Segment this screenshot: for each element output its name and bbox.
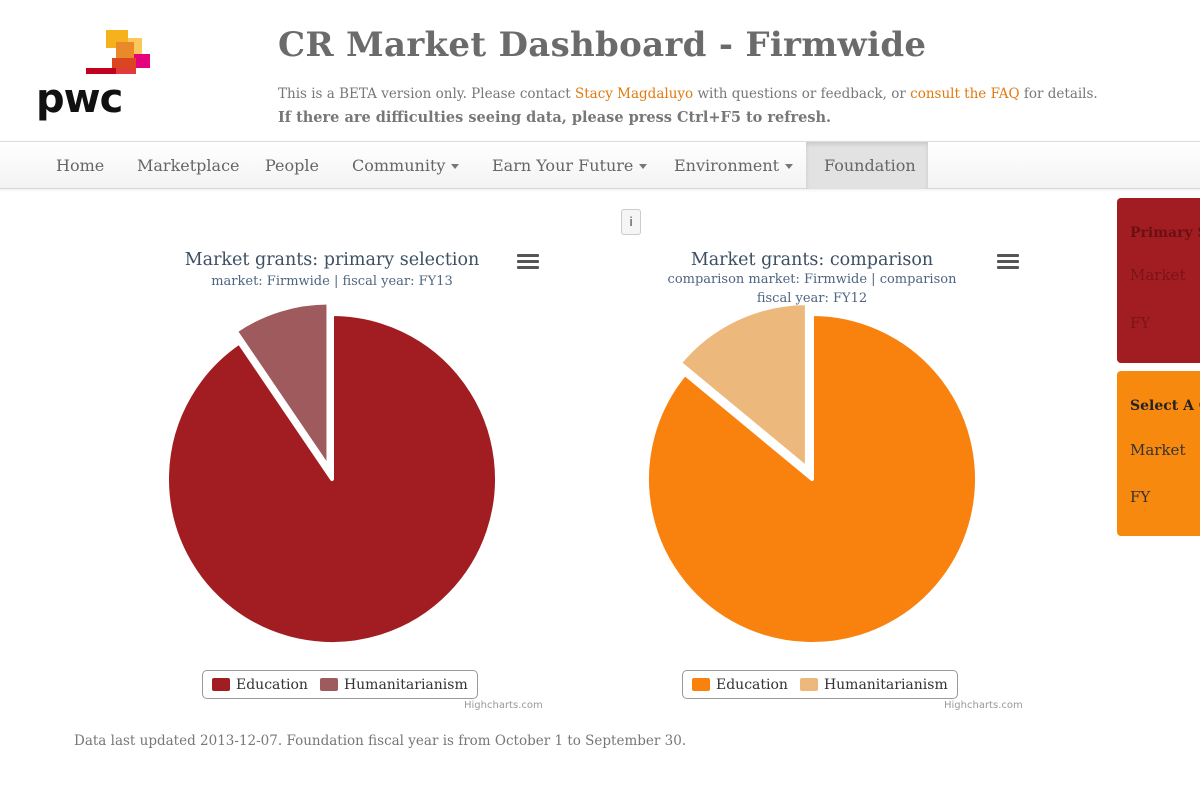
caret-down-icon xyxy=(785,164,794,169)
chart-title: Market grants: comparison xyxy=(690,250,934,270)
page-title: CR Market Dashboard - Firmwide xyxy=(278,25,927,65)
panel-fy-label[interactable]: FY xyxy=(1130,488,1151,506)
legend-item-humanitarianism[interactable]: Humanitarianism xyxy=(799,676,948,693)
pie-slice-humanitarianism[interactable] xyxy=(677,301,809,471)
main-nav: Home Marketplace People Community Earn Y… xyxy=(0,141,1200,189)
nav-label: Foundation xyxy=(824,156,916,175)
comparison-pie-chart: Market grants: comparison comparison mar… xyxy=(577,245,1047,720)
legend-label: Education xyxy=(716,676,788,693)
nav-people[interactable]: People xyxy=(247,142,337,189)
nav-earn-your-future[interactable]: Earn Your Future xyxy=(474,142,665,189)
panel-title: Select A C xyxy=(1130,398,1200,414)
chart-menu-icon[interactable] xyxy=(997,254,1019,270)
primary-selection-panel: Primary S Market FY xyxy=(1117,198,1200,363)
swatch xyxy=(319,678,338,691)
panel-market-label[interactable]: Market xyxy=(1130,266,1186,284)
legend-label: Humanitarianism xyxy=(823,676,948,693)
legend-item-education[interactable]: Education xyxy=(212,677,308,693)
pie-svg xyxy=(645,301,979,646)
pie-slice-humanitarianism[interactable] xyxy=(233,300,331,470)
pwc-logo: pwc xyxy=(36,30,156,125)
logo-text: pwc xyxy=(36,76,123,122)
refresh-note: If there are difficulties seeing data, p… xyxy=(278,109,832,126)
swatch xyxy=(212,678,230,691)
info-button[interactable]: i xyxy=(621,209,641,235)
chart-subtitle: market: Firmwide | fiscal year: FY13 xyxy=(211,274,453,289)
legend-label: Humanitarianism xyxy=(343,676,468,693)
nav-label: Environment xyxy=(674,156,780,175)
panel-fy-label[interactable]: FY xyxy=(1130,314,1151,332)
nav-community[interactable]: Community xyxy=(334,142,477,189)
nav-label: Home xyxy=(56,156,105,175)
notice-prefix: This is a BETA version only. Please cont… xyxy=(278,86,571,102)
nav-label: Marketplace xyxy=(137,156,240,175)
swatch xyxy=(799,678,818,691)
notice-suffix: for details. xyxy=(1023,86,1098,102)
legend-label: Education xyxy=(236,676,308,693)
chart-subtitle: fiscal year: FY12 xyxy=(756,291,868,306)
logo-blocks-icon xyxy=(86,30,156,75)
comparison-selection-panel: Select A C Market FY xyxy=(1117,371,1200,536)
nav-home[interactable]: Home xyxy=(38,142,122,189)
chart-title: Market grants: primary selection xyxy=(184,250,480,270)
highcharts-credits[interactable]: Highcharts.com xyxy=(944,700,1023,711)
caret-down-icon xyxy=(451,164,460,169)
nav-label: Earn Your Future xyxy=(492,156,634,175)
beta-notice: This is a BETA version only. Please cont… xyxy=(278,86,1098,102)
legend-item-humanitarianism[interactable]: Humanitarianism xyxy=(319,676,468,693)
caret-down-icon xyxy=(639,164,648,169)
faq-link[interactable]: consult the FAQ xyxy=(910,86,1020,102)
pie-slice-education[interactable] xyxy=(165,312,499,646)
highcharts-credits[interactable]: Highcharts.com xyxy=(464,700,543,711)
data-updated-note: Data last updated 2013-12-07. Foundation… xyxy=(74,733,687,749)
nav-label: People xyxy=(265,156,319,175)
chart-subtitle: comparison market: Firmwide | comparison xyxy=(667,272,957,287)
panel-market-label[interactable]: Market xyxy=(1130,441,1186,459)
primary-pie-chart: Market grants: primary selection market:… xyxy=(97,245,567,720)
nav-label: Community xyxy=(352,156,446,175)
contact-link[interactable]: Stacy Magdaluyo xyxy=(574,86,694,102)
pie-slice-education[interactable] xyxy=(645,312,979,646)
nav-environment[interactable]: Environment xyxy=(656,142,811,189)
chart-menu-icon[interactable] xyxy=(517,254,539,270)
chart-legend: Education Humanitarianism xyxy=(682,670,958,699)
chart-legend: Education Humanitarianism xyxy=(202,670,478,699)
notice-middle: with questions or feedback, or xyxy=(697,86,906,102)
legend-item-education[interactable]: Education xyxy=(692,677,788,693)
nav-marketplace[interactable]: Marketplace xyxy=(119,142,258,189)
swatch xyxy=(692,678,710,691)
panel-title: Primary S xyxy=(1130,225,1200,241)
nav-foundation[interactable]: Foundation xyxy=(806,142,928,189)
pie-svg xyxy=(165,300,499,646)
